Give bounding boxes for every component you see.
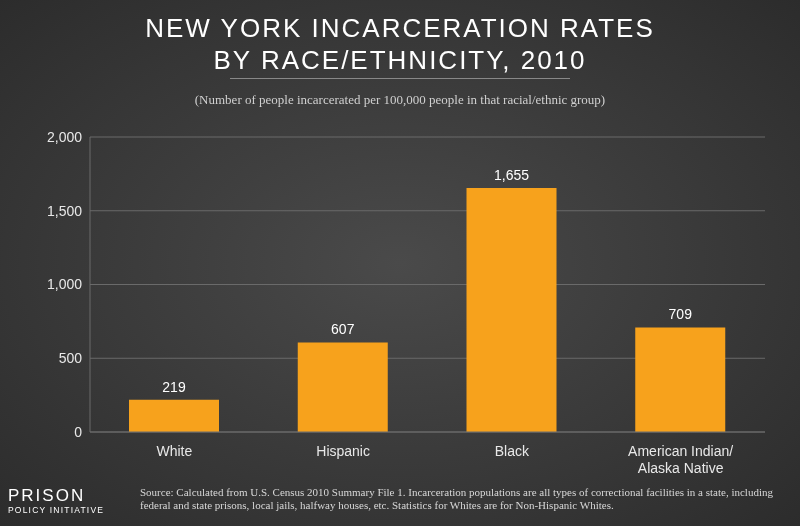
svg-text:Hispanic: Hispanic bbox=[316, 443, 370, 459]
html-text:Source: Calculated from U.S. C: Source: Calculated from U.S. Census 2010… bbox=[140, 486, 773, 511]
svg-text:2,000: 2,000 bbox=[47, 129, 82, 145]
svg-text:0: 0 bbox=[74, 424, 82, 440]
html-text:(Number of people incarcerated: (Number of people incarcerated per 100,0… bbox=[194, 92, 606, 107]
svg-text:Black: Black bbox=[495, 443, 530, 459]
svg-text:American Indian/Alaska Native: American Indian/Alaska Native bbox=[628, 443, 733, 476]
svg-text:607: 607 bbox=[331, 321, 355, 337]
html-text:NEW YORK INCARCERATION RATES B: NEW YORK INCARCERATION RATES BY RACE/ETH… bbox=[145, 13, 655, 75]
svg-text:500: 500 bbox=[59, 350, 83, 366]
svg-text:709: 709 bbox=[669, 306, 693, 322]
svg-text:219: 219 bbox=[162, 379, 186, 395]
svg-text:1,500: 1,500 bbox=[47, 203, 82, 219]
svg-text:1,655: 1,655 bbox=[494, 167, 529, 183]
svg-text:White: White bbox=[156, 443, 192, 459]
html-text:POLICY INITIATIVE: POLICY INITIATIVE bbox=[8, 505, 105, 515]
html-text:PRISON: PRISON bbox=[8, 486, 86, 505]
svg-text:1,000: 1,000 bbox=[47, 276, 82, 292]
